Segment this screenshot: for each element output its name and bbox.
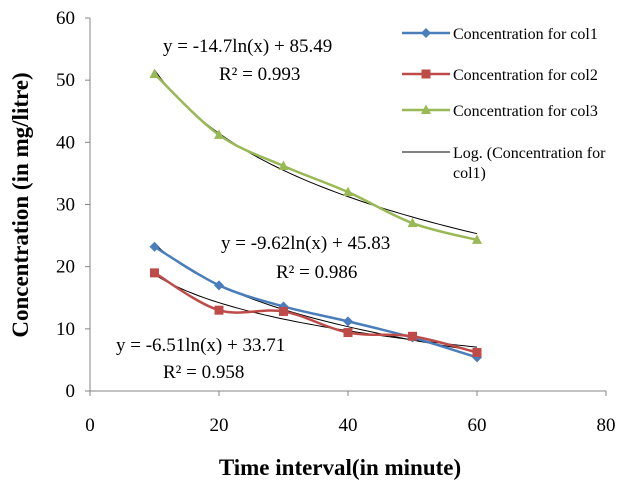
data-point-concentration-for-col2 <box>279 306 288 316</box>
y-axis-ticks: 0 10 20 30 40 50 60 <box>56 8 90 402</box>
trendline-r2-col1: R² = 0.986 <box>276 262 357 283</box>
y-tick-label: 0 <box>66 381 76 402</box>
legend-label: col1) <box>453 165 486 182</box>
data-point-concentration-for-col3 <box>407 217 418 228</box>
legend-marker <box>421 69 431 79</box>
x-tick-label: 0 <box>85 415 95 436</box>
y-tick-label: 60 <box>56 8 75 29</box>
y-tick-label: 50 <box>56 70 75 91</box>
series-markers <box>149 68 482 363</box>
legend-item: Concentration for col1 <box>402 26 598 43</box>
legend-label: Log. (Concentration for <box>453 145 606 162</box>
legend-label: Concentration for col1 <box>453 26 598 43</box>
x-tick-label: 40 <box>339 415 358 436</box>
trendline-equation-col1: y = -9.62ln(x) + 45.83 <box>221 233 390 254</box>
series-lines <box>153 73 478 359</box>
x-tick-label: 20 <box>210 415 229 436</box>
y-tick-label: 20 <box>56 257 75 278</box>
x-tick-label: 60 <box>468 415 487 436</box>
series-line-concentration-for-col1 <box>153 245 478 359</box>
data-point-concentration-for-col3 <box>278 160 289 170</box>
data-point-concentration-for-col3 <box>343 186 353 197</box>
y-tick-label: 40 <box>56 132 75 153</box>
legend-marker <box>421 28 431 38</box>
data-point-concentration-for-col2 <box>343 328 353 338</box>
y-tick-label: 10 <box>56 319 75 340</box>
plot-area: 0 10 20 30 40 50 60 0 20 40 60 80 <box>56 8 616 436</box>
data-point-concentration-for-col2 <box>214 305 224 315</box>
legend-label: Concentration for col3 <box>453 103 598 120</box>
legend: Concentration for col1 Concentration for … <box>402 26 606 182</box>
data-point-concentration-for-col3 <box>214 129 224 139</box>
legend-label: Concentration for col2 <box>453 67 598 84</box>
x-axis-ticks: 0 20 40 60 80 <box>85 391 616 436</box>
legend-item: Log. (Concentration for col1) <box>402 145 606 182</box>
y-tick-label: 30 <box>56 195 75 216</box>
series-line-concentration-for-col3 <box>153 73 478 242</box>
y-axis-title: Concentration (in mg/litre) <box>8 72 33 337</box>
x-tick-label: 80 <box>597 415 616 436</box>
trendline-r2-col2: R² = 0.958 <box>163 362 244 383</box>
legend-item: Concentration for col2 <box>402 67 598 84</box>
data-point-concentration-for-col2 <box>472 347 482 357</box>
trendline-r2-col3: R² = 0.993 <box>219 64 300 85</box>
trendline-equation-col3: y = -14.7ln(x) + 85.49 <box>163 36 332 57</box>
data-point-concentration-for-col1 <box>149 241 160 252</box>
data-point-concentration-for-col2 <box>408 331 417 341</box>
data-point-concentration-for-col2 <box>150 268 159 278</box>
x-axis-title: Time interval(in minute) <box>219 455 461 480</box>
data-point-concentration-for-col3 <box>472 234 482 244</box>
series-line-concentration-for-col2 <box>153 271 478 354</box>
legend-item: Concentration for col3 <box>402 103 598 120</box>
data-point-concentration-for-col3 <box>149 68 160 78</box>
data-point-concentration-for-col1 <box>343 316 353 327</box>
trendline-equation-col2: y = -6.51ln(x) + 33.71 <box>116 335 285 356</box>
legend-marker <box>421 104 431 114</box>
data-point-concentration-for-col1 <box>214 280 224 291</box>
